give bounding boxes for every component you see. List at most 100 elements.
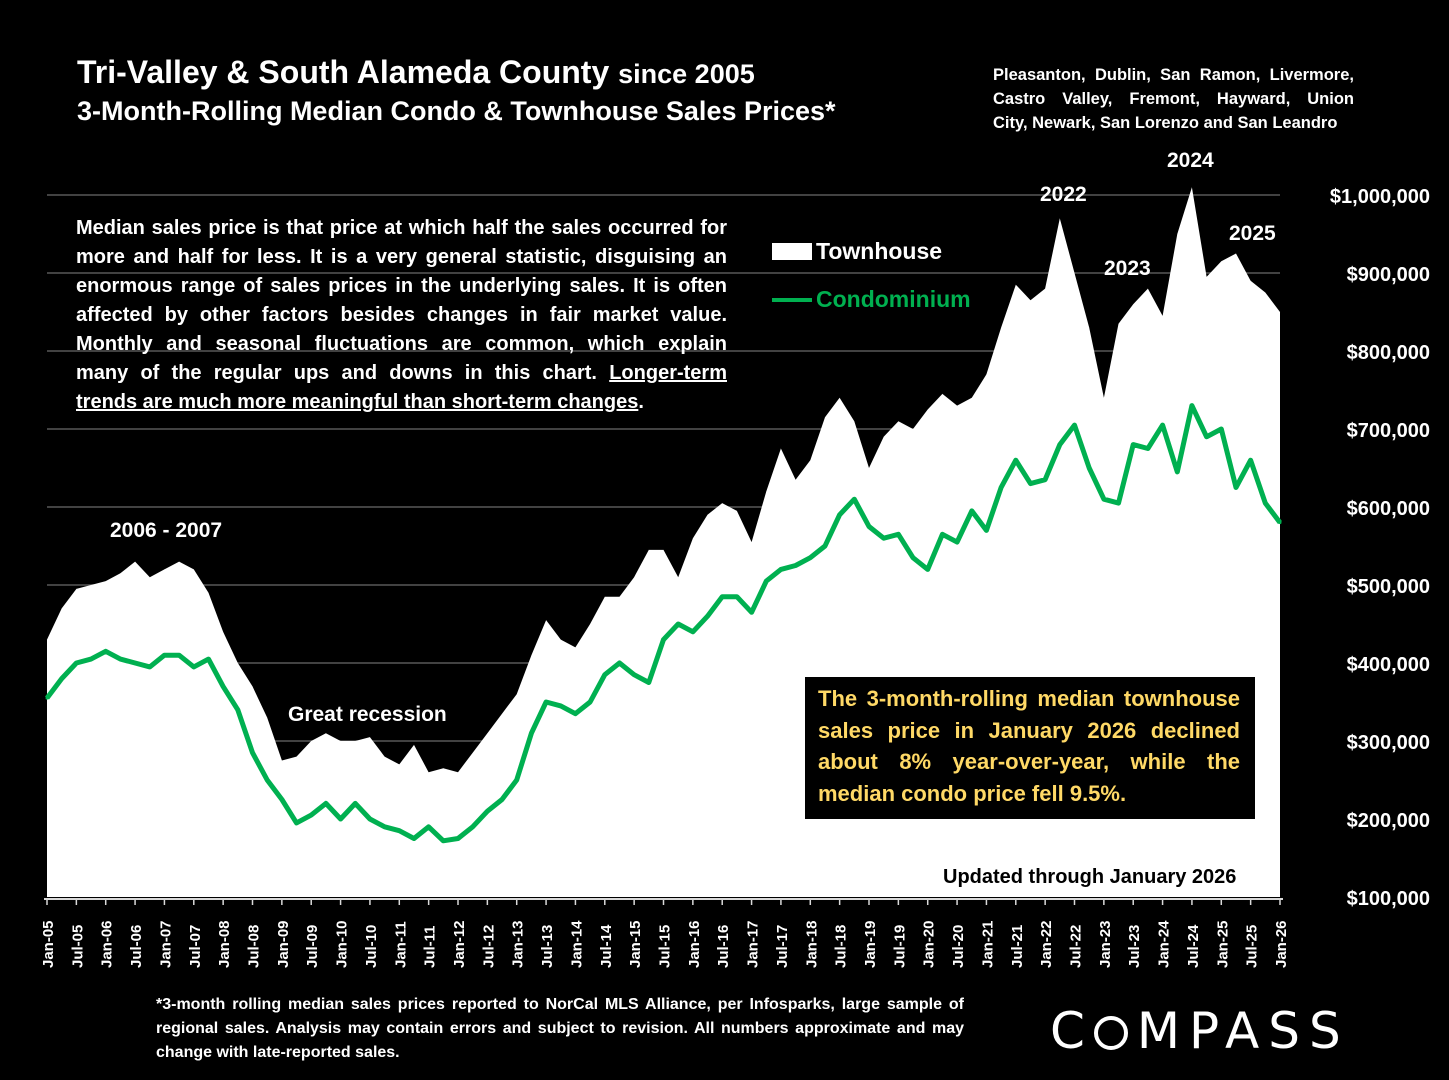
condominium-point (1249, 458, 1253, 462)
condominium-point (1087, 466, 1091, 470)
legend-label-condominium: Condominium (816, 286, 971, 312)
x-tick-label: Jan-26 (1273, 920, 1290, 968)
condominium-point (1161, 423, 1165, 427)
condominium-point (471, 825, 475, 829)
cities-line: City, Newark, San Lorenzo and San Leandr… (993, 114, 1338, 132)
condominium-point (60, 677, 64, 681)
x-tick-label: Jul-11 (422, 925, 439, 968)
condominium-point (133, 661, 137, 665)
updated-note: Updated through January 2026 (943, 866, 1237, 888)
x-tick-label: Jul-23 (1126, 925, 1143, 968)
condominium-point (206, 657, 210, 661)
cities-line: Castro Valley, Fremont, Hayward, Union (993, 90, 1354, 108)
callout-box: The 3-month-rolling median townhouse sal… (805, 677, 1255, 819)
condominium-point (529, 731, 533, 735)
condominium-point (295, 821, 299, 825)
annotation-2006-2007: 2006 - 2007 (110, 519, 223, 542)
condominium-point (1043, 478, 1047, 482)
compass-logo: C MPASS (1050, 1002, 1350, 1060)
condominium-point (368, 817, 372, 821)
y-tick-label: $900,000 (1347, 264, 1430, 286)
condominium-point (852, 497, 856, 501)
condominium-point (984, 528, 988, 532)
x-tick-label: Jan-21 (979, 920, 996, 968)
x-tick-label: Jul-06 (128, 925, 145, 968)
x-tick-label: Jul-13 (539, 925, 556, 968)
cities-line: Pleasanton, Dublin, San Ramon, Livermore… (993, 66, 1354, 84)
x-tick-label: Jul-15 (657, 925, 674, 968)
x-tick-label: Jul-25 (1244, 925, 1261, 968)
condominium-point (1278, 521, 1282, 525)
x-tick-label: Jan-18 (803, 920, 820, 968)
condominium-point (1146, 447, 1150, 450)
x-tick-label: Jan-14 (568, 920, 585, 968)
x-tick-label: Jan-20 (921, 920, 938, 968)
condominium-point (500, 798, 504, 801)
condominium-point (926, 567, 930, 571)
condominium-point (104, 649, 108, 653)
x-tick-label: Jul-20 (950, 925, 967, 968)
legend-label-townhouse: Townhouse (816, 238, 943, 264)
condominium-point (397, 829, 401, 833)
y-tick-label: $400,000 (1347, 654, 1430, 676)
x-tick-label: Jan-23 (1097, 920, 1114, 968)
x-tick-label: Jul-05 (69, 925, 86, 968)
condominium-point (632, 673, 636, 677)
legend-swatch-townhouse (772, 243, 812, 260)
condominium-point (735, 595, 739, 599)
condominium-point (970, 509, 974, 513)
condominium-point (794, 564, 798, 567)
annotation-2024: 2024 (1167, 149, 1214, 172)
condominium-point (999, 486, 1003, 489)
condominium-point (1205, 435, 1209, 439)
explanation-body: Median sales price is that price at whic… (76, 217, 727, 384)
condominium-point (1190, 404, 1194, 408)
condominium-point (1014, 458, 1018, 462)
x-tick-label: Jul-24 (1185, 924, 1202, 968)
condominium-point (221, 684, 225, 688)
condominium-point (896, 532, 900, 536)
x-tick-label: Jul-12 (480, 925, 497, 968)
explanation-emphasis: Longer-term trends are much more meaning… (76, 362, 727, 413)
condominium-point (383, 825, 387, 829)
condominium-point (544, 700, 548, 704)
condominium-point (676, 622, 680, 626)
x-tick-label: Jul-18 (833, 925, 850, 968)
x-tick-label: Jan-13 (510, 920, 527, 968)
condominium-point (838, 513, 842, 517)
condominium-point (823, 544, 827, 548)
condominium-point (750, 610, 754, 614)
condominium-point (617, 661, 621, 665)
condominium-point (1058, 443, 1062, 447)
legend-swatch-condominium (772, 297, 812, 302)
y-tick-label: $500,000 (1347, 576, 1430, 598)
x-tick-label: Jan-24 (1156, 920, 1173, 968)
condominium-point (441, 839, 445, 843)
condominium-point (324, 801, 328, 805)
condominium-point (427, 825, 431, 829)
x-tick-label: Jan-25 (1214, 920, 1231, 968)
x-tick-label: Jan-12 (451, 920, 468, 968)
x-tick-label: Jul-07 (187, 925, 204, 968)
condominium-point (603, 673, 607, 677)
condominium-point (720, 595, 724, 599)
title-since: since 2005 (618, 59, 755, 89)
condominium-point (1028, 482, 1032, 486)
condominium-point (485, 809, 489, 813)
legend-townhouse: Townhouse (772, 238, 942, 265)
condominium-point (691, 630, 695, 634)
x-tick-label: Jan-11 (392, 921, 409, 968)
chart-subtitle: 3-Month-Rolling Median Condo & Townhouse… (77, 96, 836, 126)
x-tick-label: Jul-17 (774, 925, 791, 968)
footnote: *3-month rolling median sales prices rep… (156, 996, 964, 1061)
condominium-point (1175, 470, 1179, 474)
x-tick-label: Jul-19 (891, 925, 908, 968)
y-tick-label: $700,000 (1347, 420, 1430, 442)
condominium-point (309, 813, 313, 817)
condominium-point (353, 801, 357, 805)
condominium-point (45, 696, 49, 700)
condominium-point (779, 567, 783, 571)
x-tick-label: Jul-10 (363, 925, 380, 968)
x-tick-label: Jul-16 (715, 925, 732, 968)
condominium-point (1219, 427, 1223, 431)
